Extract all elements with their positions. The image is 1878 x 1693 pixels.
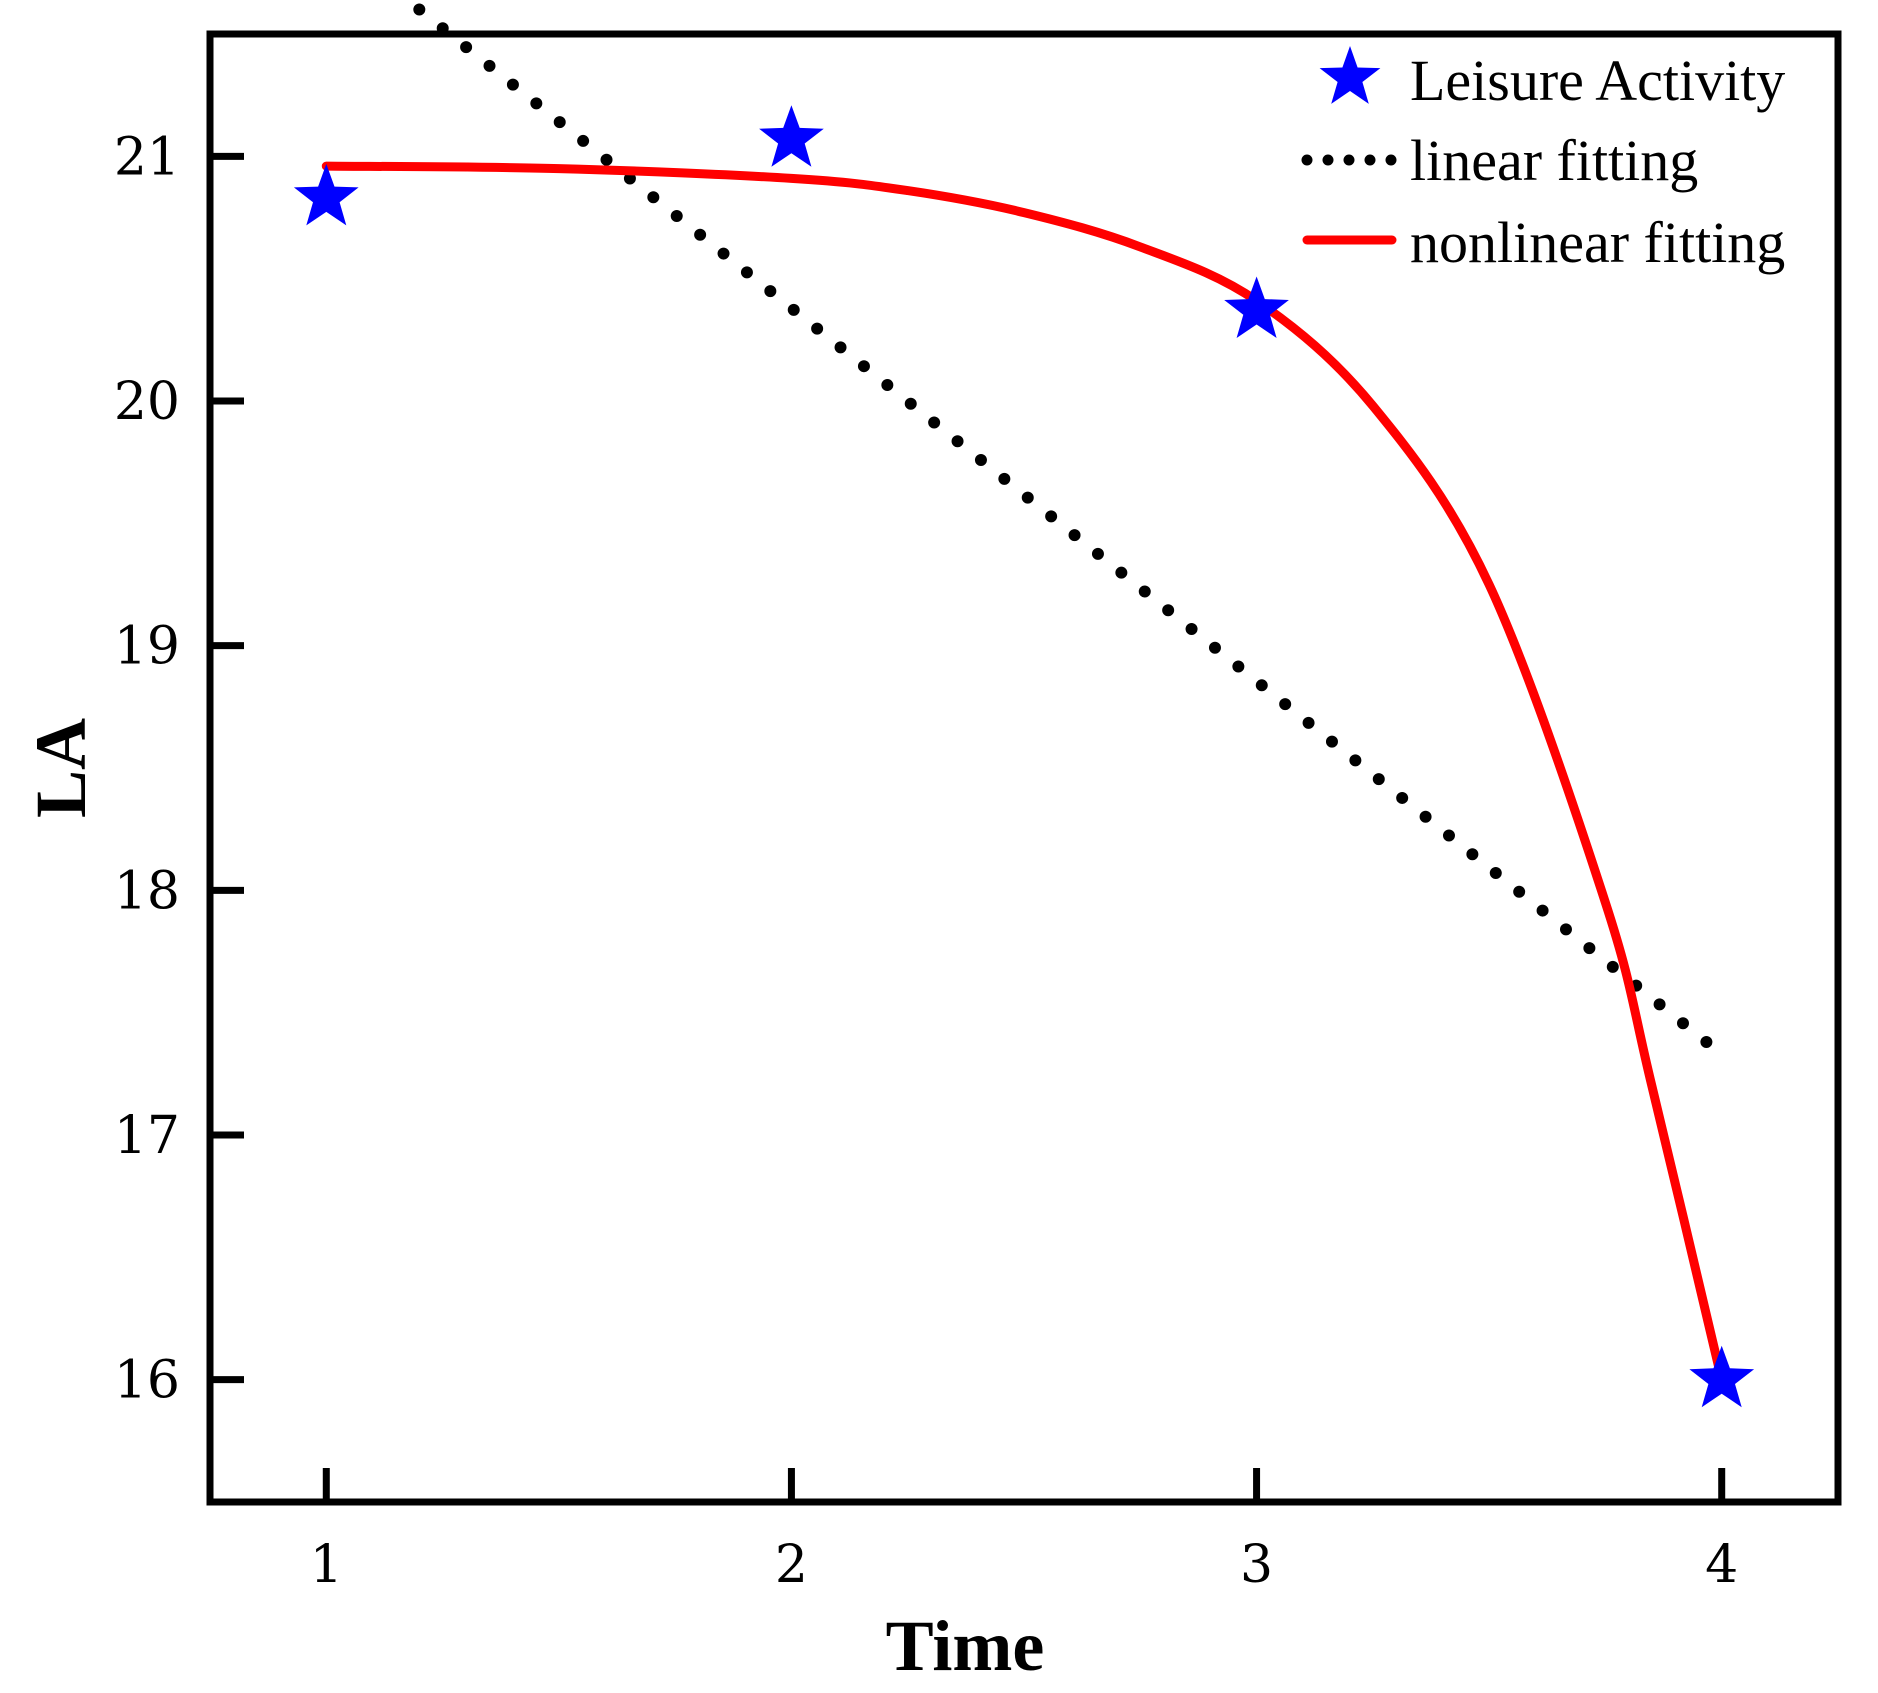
x-axis-ticks: 1 2 3 4 — [310, 1468, 1738, 1595]
legend-item-leisure-activity: Leisure Activity — [1319, 46, 1785, 113]
x-axis-title: Time — [886, 1606, 1045, 1686]
data-point-star — [293, 163, 359, 226]
y-tick-label: 19 — [114, 617, 180, 677]
nonlinear-fit-curve — [321, 161, 1727, 1385]
y-tick-label: 20 — [114, 372, 180, 432]
x-tick-label: 4 — [1705, 1535, 1738, 1595]
y-tick-label: 16 — [114, 1351, 180, 1411]
data-point-star — [1224, 276, 1289, 338]
legend-item-linear-fitting: linear fitting — [1301, 128, 1698, 193]
x-tick-label: 1 — [310, 1535, 343, 1595]
legend: Leisure Activity linear fitting nonlinea… — [1301, 46, 1785, 275]
x-tick-label: 3 — [1240, 1535, 1273, 1595]
y-tick-label: 18 — [114, 861, 180, 921]
y-tick-label: 21 — [114, 127, 180, 187]
y-tick-label: 17 — [114, 1106, 180, 1166]
plot-frame — [206, 30, 1842, 1506]
y-axis-title: LA — [21, 718, 101, 818]
legend-label-linear-fitting: linear fitting — [1410, 128, 1698, 193]
data-point-star — [1689, 1345, 1755, 1408]
legend-label-nonlinear-fitting: nonlinear fitting — [1410, 210, 1785, 275]
legend-star-marker — [1319, 46, 1381, 104]
legend-label-leisure-activity: Leisure Activity — [1410, 48, 1785, 113]
data-point-star — [759, 105, 824, 167]
linear-fit-line — [413, 3, 1728, 1061]
y-axis-ticks: 16 17 18 19 20 21 — [114, 127, 244, 1411]
plot-area — [293, 3, 1755, 1408]
x-tick-label: 2 — [775, 1535, 808, 1595]
legend-item-nonlinear-fitting: nonlinear fitting — [1302, 210, 1785, 275]
